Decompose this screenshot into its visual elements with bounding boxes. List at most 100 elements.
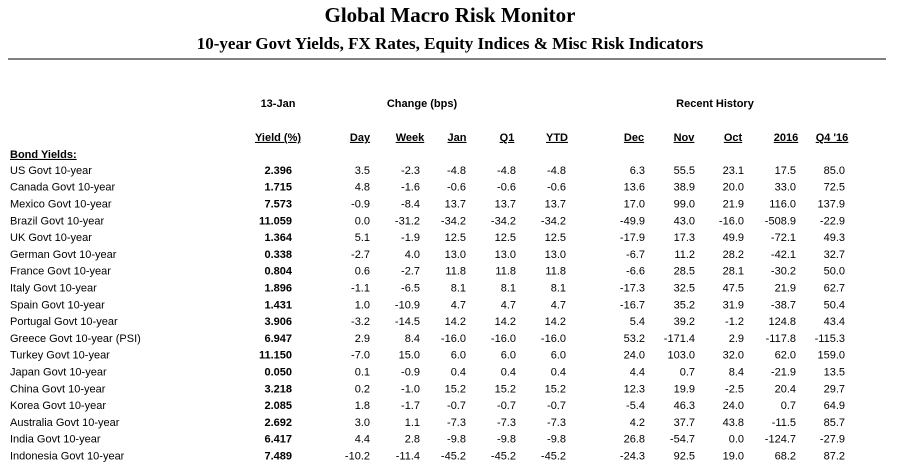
cell: -45.2 — [491, 451, 516, 463]
cell: -115.3 — [815, 333, 845, 345]
cell: -7.0 — [351, 350, 370, 362]
cell: -1.1 — [351, 283, 370, 295]
row-label: Turkey Govt 10-year — [10, 350, 110, 362]
cell: 5.4 — [630, 316, 645, 328]
cell: 11.8 — [445, 266, 466, 278]
cell: -6.7 — [626, 249, 645, 261]
cell: -9.8 — [447, 434, 466, 446]
cell: 0.050 — [264, 367, 292, 379]
cell: 2.9 — [355, 333, 370, 345]
column-header: Jan — [448, 132, 467, 144]
cell: 28.5 — [674, 266, 695, 278]
cell: -508.9 — [765, 215, 796, 227]
cell: -0.7 — [547, 400, 566, 412]
cell: -31.2 — [395, 215, 420, 227]
cell: -34.2 — [441, 215, 466, 227]
row-label: China Govt 10-year — [10, 383, 106, 395]
column-header: Nov — [674, 132, 696, 144]
cell: 64.9 — [824, 400, 845, 412]
cell: 116.0 — [769, 199, 796, 211]
cell: 1.364 — [264, 232, 292, 244]
cell: 1.431 — [264, 299, 292, 311]
cell: 8.4 — [729, 367, 744, 379]
cell: -17.3 — [620, 283, 645, 295]
cell: 99.0 — [674, 199, 695, 211]
cell: -16.0 — [541, 333, 566, 345]
cell: 0.2 — [355, 383, 370, 395]
cell: 13.0 — [545, 249, 566, 261]
cell: 159.0 — [817, 350, 845, 362]
group-header: 13-Jan — [261, 98, 296, 110]
cell: -0.6 — [497, 182, 516, 194]
cell: 8.1 — [451, 283, 466, 295]
row-label: Italy Govt 10-year — [10, 283, 97, 295]
cell: -9.8 — [547, 434, 566, 446]
cell: 32.7 — [824, 249, 845, 261]
cell: -72.1 — [771, 232, 796, 244]
cell: -14.5 — [395, 316, 420, 328]
row-label: Korea Govt 10-year — [10, 400, 106, 412]
cell: 19.9 — [674, 383, 695, 395]
cell: 0.6 — [355, 266, 370, 278]
cell: 20.0 — [723, 182, 744, 194]
column-header: 2016 — [774, 132, 798, 144]
cell: 21.9 — [775, 283, 796, 295]
row-label: Canada Govt 10-year — [10, 182, 116, 194]
cell: -1.2 — [725, 316, 744, 328]
cell: 62.0 — [775, 350, 796, 362]
cell: 1.1 — [405, 417, 420, 429]
cell: 46.3 — [674, 400, 695, 412]
cell: -2.5 — [725, 383, 744, 395]
cell: -11.4 — [396, 451, 420, 463]
cell: 12.5 — [445, 232, 466, 244]
cell: 68.2 — [775, 451, 796, 463]
cell: 15.2 — [495, 383, 516, 395]
cell: 0.4 — [551, 367, 566, 379]
cell: 13.7 — [545, 199, 566, 211]
column-header: Q1 — [500, 132, 515, 144]
cell: 8.1 — [501, 283, 516, 295]
column-header: Oct — [724, 132, 743, 144]
cell: -30.2 — [771, 266, 796, 278]
cell: 43.0 — [674, 215, 695, 227]
cell: 39.2 — [674, 316, 695, 328]
row-label: Australia Govt 10-year — [10, 417, 120, 429]
cell: -38.7 — [771, 299, 796, 311]
cell: 13.6 — [624, 182, 645, 194]
cell: -5.4 — [626, 400, 645, 412]
cell: 43.8 — [723, 417, 744, 429]
cell: 32.5 — [674, 283, 695, 295]
cell: 49.3 — [824, 232, 845, 244]
column-header: Q4 '16 — [816, 132, 849, 144]
row-label: Greece Govt 10-year (PSI) — [10, 333, 141, 345]
cell: -117.8 — [766, 333, 796, 345]
cell: -9.8 — [497, 434, 516, 446]
cell: 13.7 — [495, 199, 516, 211]
cell: 124.8 — [768, 316, 796, 328]
cell: -0.6 — [547, 182, 566, 194]
cell: 17.5 — [775, 165, 796, 177]
cell: 32.0 — [723, 350, 744, 362]
cell: 87.2 — [824, 451, 845, 463]
cell: -0.7 — [447, 400, 466, 412]
cell: 0.804 — [264, 266, 292, 278]
cell: 8.4 — [405, 333, 420, 345]
cell: -0.9 — [351, 199, 370, 211]
cell: 0.4 — [501, 367, 516, 379]
cell: 7.489 — [264, 451, 292, 463]
column-header: Day — [350, 132, 371, 144]
row-label: France Govt 10-year — [10, 266, 111, 278]
cell: 28.1 — [723, 266, 744, 278]
cell: -2.7 — [351, 249, 370, 261]
cell: 53.2 — [624, 333, 645, 345]
cell: 15.2 — [545, 383, 566, 395]
cell: -2.3 — [401, 165, 420, 177]
cell: -34.2 — [491, 215, 516, 227]
cell: -22.9 — [820, 215, 845, 227]
cell: 12.3 — [624, 383, 645, 395]
cell: 4.0 — [405, 249, 420, 261]
row-label: Brazil Govt 10-year — [10, 215, 104, 227]
cell: -1.9 — [401, 232, 420, 244]
cell: 23.1 — [723, 165, 744, 177]
